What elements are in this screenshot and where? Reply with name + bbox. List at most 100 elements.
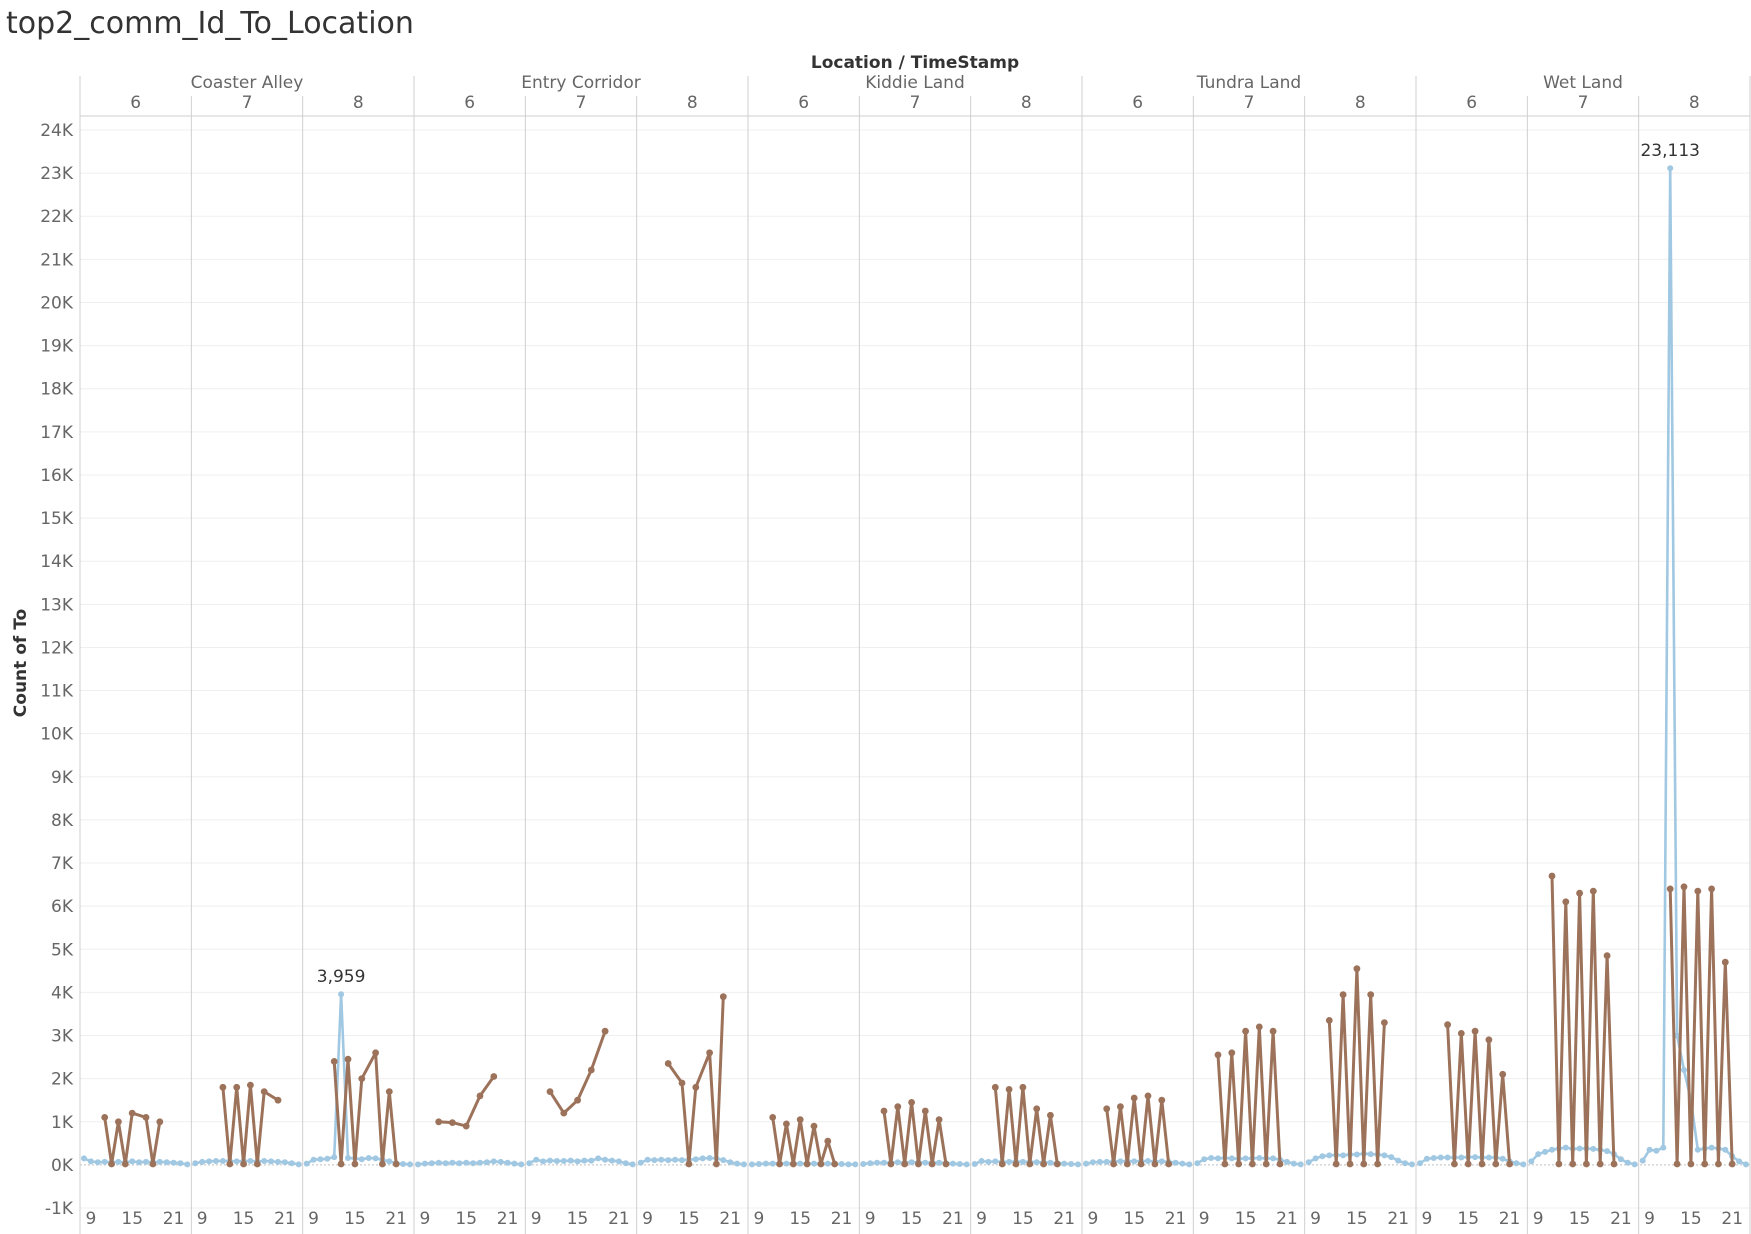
data-point-blue — [1367, 1151, 1374, 1158]
data-point-blue — [303, 1160, 310, 1167]
y-tick-label: 1K — [51, 1113, 74, 1133]
data-point-blue — [1194, 1160, 1201, 1167]
data-point-blue — [588, 1157, 595, 1164]
data-point-brown — [351, 1160, 359, 1168]
y-tick-label: 7K — [51, 854, 74, 874]
data-point-blue — [1485, 1154, 1492, 1161]
data-point-blue — [567, 1157, 574, 1164]
data-point-brown — [1583, 1160, 1590, 1168]
data-point-blue — [1624, 1159, 1631, 1166]
data-point-blue — [1646, 1146, 1653, 1153]
data-point-brown — [1374, 1160, 1381, 1168]
data-point-blue — [1179, 1160, 1186, 1167]
data-point-blue — [1290, 1160, 1297, 1167]
data-point-blue — [533, 1156, 540, 1163]
data-point-blue — [1409, 1161, 1415, 1168]
data-label: 3,959 — [317, 967, 366, 987]
data-point-brown — [1499, 1070, 1507, 1078]
data-point-brown — [1012, 1160, 1020, 1168]
data-point-blue — [1423, 1155, 1430, 1162]
location-label: Entry Corridor — [521, 73, 641, 93]
y-tick-label: 17K — [40, 423, 74, 443]
data-point-brown — [240, 1160, 248, 1168]
data-point-blue — [184, 1161, 191, 1168]
data-point-blue — [1653, 1147, 1660, 1154]
data-point-blue — [824, 1160, 831, 1167]
data-point-blue — [985, 1158, 992, 1165]
data-point-brown — [379, 1160, 386, 1168]
data-point-brown — [894, 1103, 902, 1111]
data-point-brown — [330, 1058, 338, 1065]
data-point-brown — [1269, 1027, 1277, 1035]
x-tick-label: 21 — [385, 1209, 407, 1229]
data-point-blue — [783, 1160, 790, 1167]
data-point-blue — [143, 1158, 149, 1165]
data-point-blue — [400, 1161, 407, 1167]
y-tick-label: 16K — [40, 466, 74, 486]
data-point-blue — [129, 1158, 136, 1165]
x-tick-label: 9 — [531, 1209, 542, 1229]
data-point-blue — [1437, 1154, 1444, 1161]
data-point-blue — [922, 1159, 929, 1166]
data-point-blue — [421, 1160, 428, 1167]
data-point-blue — [1353, 1151, 1360, 1158]
data-point-brown — [928, 1160, 936, 1168]
x-tick-label: 15 — [678, 1209, 700, 1229]
series-line-brown — [1668, 885, 1734, 1166]
data-point-blue — [170, 1159, 177, 1166]
data-point-blue — [665, 1157, 672, 1164]
data-point-brown — [831, 1160, 839, 1168]
data-point-brown — [1603, 952, 1611, 960]
data-point-blue — [81, 1155, 87, 1162]
data-point-blue — [477, 1159, 483, 1166]
data-point-brown — [462, 1122, 470, 1130]
y-tick-label: 19K — [40, 337, 74, 357]
x-tick-label: 9 — [753, 1209, 764, 1229]
data-point-blue — [1319, 1153, 1326, 1160]
data-point-blue — [1075, 1161, 1081, 1168]
y-tick-label: 4K — [51, 983, 74, 1003]
data-point-blue — [637, 1159, 644, 1166]
y-tick-label: 0K — [51, 1156, 74, 1176]
data-point-blue — [219, 1158, 226, 1164]
data-point-brown — [1673, 1160, 1681, 1168]
series-line-blue — [1196, 1156, 1301, 1166]
data-point-blue — [1131, 1158, 1138, 1165]
data-point-blue — [101, 1158, 108, 1165]
data-point-blue — [1201, 1156, 1208, 1163]
data-point-blue — [1617, 1156, 1624, 1163]
chart-title: top2_comm_Id_To_Location — [6, 6, 414, 41]
series-line-brown — [1446, 1024, 1512, 1166]
data-point-brown — [587, 1066, 595, 1074]
series-line-blue — [195, 1159, 299, 1166]
data-point-brown — [1492, 1160, 1500, 1168]
day-label: 7 — [910, 93, 921, 113]
x-tick-label: 15 — [233, 1209, 255, 1229]
day-label: 8 — [1021, 93, 1032, 113]
data-point-brown — [1158, 1096, 1166, 1104]
data-point-brown — [783, 1120, 790, 1128]
data-point-brown — [1165, 1160, 1173, 1168]
data-point-brown — [1506, 1160, 1513, 1168]
series-line-brown — [438, 1075, 496, 1128]
data-point-blue — [881, 1159, 887, 1166]
day-label: 6 — [1466, 93, 1477, 113]
series-line-blue — [863, 1161, 967, 1166]
data-point-brown — [796, 1116, 804, 1123]
data-point-brown — [1221, 1160, 1229, 1168]
data-point-blue — [156, 1158, 163, 1165]
data-point-blue — [1083, 1160, 1089, 1167]
y-tick-label: 23K — [40, 164, 74, 184]
data-point-brown — [1033, 1105, 1041, 1113]
y-tick-label: -1K — [45, 1199, 74, 1219]
data-point-blue — [1047, 1159, 1054, 1166]
x-tick-label: 9 — [1644, 1209, 1655, 1229]
y-tick-label: 20K — [40, 293, 74, 313]
x-tick-label: 21 — [608, 1209, 630, 1229]
data-point-blue — [679, 1157, 685, 1164]
day-label: 7 — [1578, 93, 1589, 113]
day-label: 8 — [1689, 93, 1700, 113]
data-point-blue — [1186, 1161, 1193, 1168]
data-point-blue — [1576, 1145, 1583, 1152]
data-point-brown — [880, 1107, 888, 1115]
